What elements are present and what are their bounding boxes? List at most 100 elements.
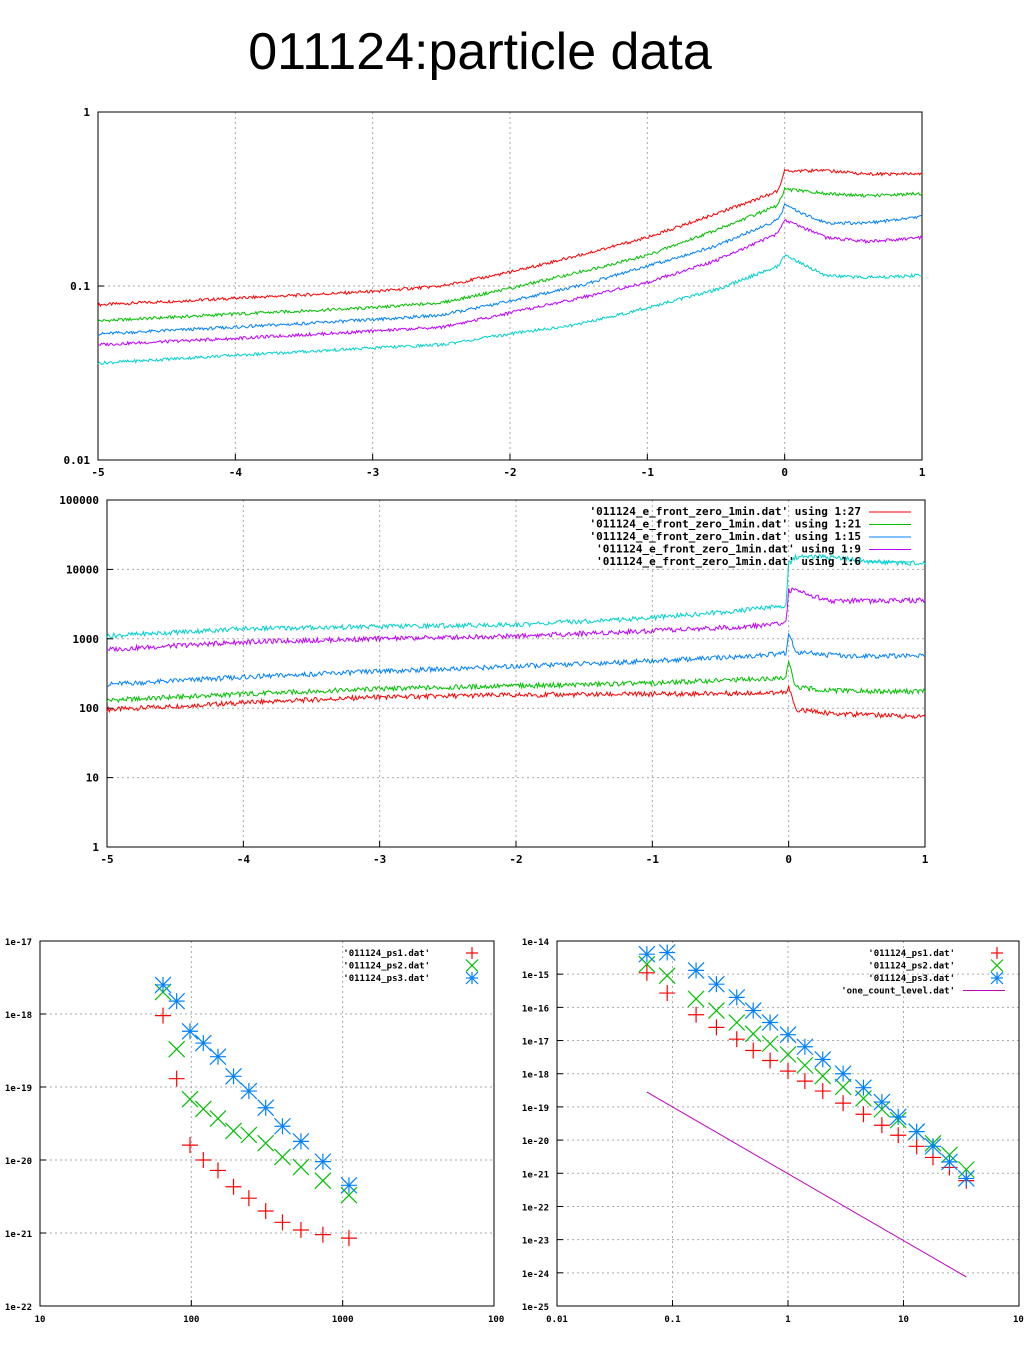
series-line-5 — [97, 254, 923, 366]
data-point-star — [707, 975, 725, 993]
data-point-plus — [182, 1137, 199, 1154]
y-tick-label: 1 — [92, 841, 99, 854]
data-point-plus — [762, 1052, 779, 1069]
data-point-star — [814, 1050, 832, 1068]
x-tick-label: -4 — [237, 853, 251, 866]
bottom-left-scatter-chart: 1e-22 1e-21 1e-20 1e-19 1e-18 1e-17 10 100 1000 1… — [5, 938, 504, 1325]
x-tick-label: 0.1 — [664, 1315, 680, 1325]
chart-bottom-right-panel: 1e-25 1e-24 1e-23 1e-22 1e-21 1e-20 1e-19 1e-18… — [505, 930, 1024, 1365]
x-tick-label: -3 — [373, 853, 386, 866]
data-point-plus — [209, 1162, 226, 1179]
x-tick-label: -3 — [366, 466, 379, 479]
data-point-cross — [728, 1014, 746, 1031]
data-point-cross — [225, 1122, 242, 1140]
data-point-star — [941, 1153, 958, 1171]
y-tick-label: 1e-19 — [522, 1104, 549, 1114]
data-point-cross — [834, 1078, 852, 1096]
x-tick-label: -4 — [229, 466, 243, 479]
data-point-star — [257, 1099, 275, 1117]
y-tick-label: 1e-17 — [5, 938, 32, 948]
legend-label: '011124_e_front_zero_1min.dat' using 1:1… — [589, 530, 861, 543]
series-line-1 — [97, 168, 923, 308]
legend-label: '011124_ps1.dat' — [343, 949, 430, 959]
data-point-star — [873, 1093, 891, 1111]
y-tick-label: 1e-14 — [522, 938, 550, 948]
legend-label: '011124_ps3.dat' — [343, 974, 430, 984]
data-point-star — [855, 1079, 872, 1097]
data-point-star — [924, 1137, 942, 1155]
data-point-plus — [274, 1214, 291, 1231]
y-tick-label: 1e-22 — [5, 1303, 32, 1313]
series-line-5 — [106, 553, 926, 640]
x-tick-label: 1 — [919, 466, 926, 479]
series-line-3 — [97, 203, 923, 336]
data-point-plus — [688, 1006, 705, 1023]
y-tick-label: 10000 — [66, 563, 99, 576]
data-point-star — [744, 1002, 762, 1020]
data-point-cross — [240, 1126, 258, 1144]
x-tick-label: 10 — [35, 1315, 46, 1325]
data-point-cross — [761, 1035, 779, 1053]
data-point-cross — [744, 1025, 762, 1043]
legend-label: 'one_count_level.dat' — [841, 987, 955, 997]
x-tick-label: -5 — [100, 853, 113, 866]
x-tick-label: 100 — [488, 1315, 504, 1325]
data-point-plus — [257, 1203, 274, 1220]
data-point-plus — [780, 1063, 796, 1080]
data-point-star — [209, 1048, 227, 1066]
legend-sample-marker — [465, 959, 479, 972]
y-tick-label: 1e-19 — [5, 1084, 32, 1094]
y-tick-label: 1e-20 — [5, 1157, 32, 1167]
y-tick-label: 1e-23 — [522, 1237, 549, 1247]
y-tick-label: 100000 — [59, 494, 99, 507]
series-line-2 — [97, 186, 923, 323]
data-point-cross — [257, 1134, 275, 1152]
y-tick-label: 1 — [83, 106, 90, 119]
legend-label: '011124_ps2.dat' — [868, 962, 955, 972]
data-point-star — [194, 1034, 212, 1052]
y-tick-label: 0.01 — [64, 454, 91, 467]
data-point-cross — [707, 1002, 725, 1020]
series-line-4 — [106, 587, 926, 653]
legend-label: '011124_ps1.dat' — [868, 949, 955, 959]
data-point-plus — [835, 1095, 852, 1112]
legend-label: '011124_e_front_zero_1min.dat' using 1:2… — [589, 505, 861, 518]
series-line-2 — [106, 659, 926, 704]
legend-label: '011124_ps3.dat' — [868, 974, 955, 984]
legend-sample-marker — [465, 971, 479, 985]
y-tick-label: 1e-15 — [522, 971, 549, 981]
data-point-cross — [274, 1148, 291, 1166]
data-point-cross — [796, 1056, 814, 1074]
data-point-cross — [658, 967, 676, 985]
data-point-star — [796, 1038, 814, 1056]
y-tick-label: 10 — [86, 772, 99, 785]
data-point-cross — [209, 1110, 227, 1127]
data-point-plus — [659, 985, 676, 1002]
y-tick-label: 1e-18 — [5, 1011, 32, 1021]
chart-middle-panel: 1 10 100 1000 10000 100000 -5 -4 -3 -2 -1 0 1 '011124… — [0, 490, 1024, 870]
data-point-plus — [890, 1127, 907, 1144]
legend-sample-marker — [990, 959, 1004, 972]
data-point-cross — [168, 1040, 186, 1058]
plot-frame — [106, 499, 926, 848]
legend-label: '011124_e_front_zero_1min.dat' using 1:9 — [596, 543, 861, 556]
data-point-star — [225, 1067, 242, 1085]
series-line-1 — [106, 684, 926, 720]
x-tick-label: 1000 — [332, 1315, 354, 1325]
x-tick-label: 0 — [785, 853, 792, 866]
data-point-plus — [168, 1070, 185, 1087]
data-point-cross — [687, 990, 705, 1008]
series-line-3 — [106, 632, 926, 688]
page-title: 011124:particle data — [248, 23, 712, 81]
y-tick-label: 1e-21 — [522, 1170, 549, 1180]
data-point-star — [957, 1169, 975, 1187]
data-point-plus — [855, 1106, 872, 1123]
data-point-plus — [728, 1031, 745, 1048]
data-point-plus — [796, 1073, 813, 1090]
y-tick-label: 1e-16 — [522, 1004, 549, 1014]
y-tick-label: 1e-17 — [522, 1038, 549, 1048]
middle-line-chart: 1 10 100 1000 10000 100000 -5 -4 -3 -2 -1 0 1 '011124… — [59, 494, 928, 866]
data-point-cross — [181, 1090, 199, 1108]
x-tick-label: 10 — [898, 1315, 909, 1325]
y-tick-label: 1e-24 — [522, 1270, 550, 1280]
